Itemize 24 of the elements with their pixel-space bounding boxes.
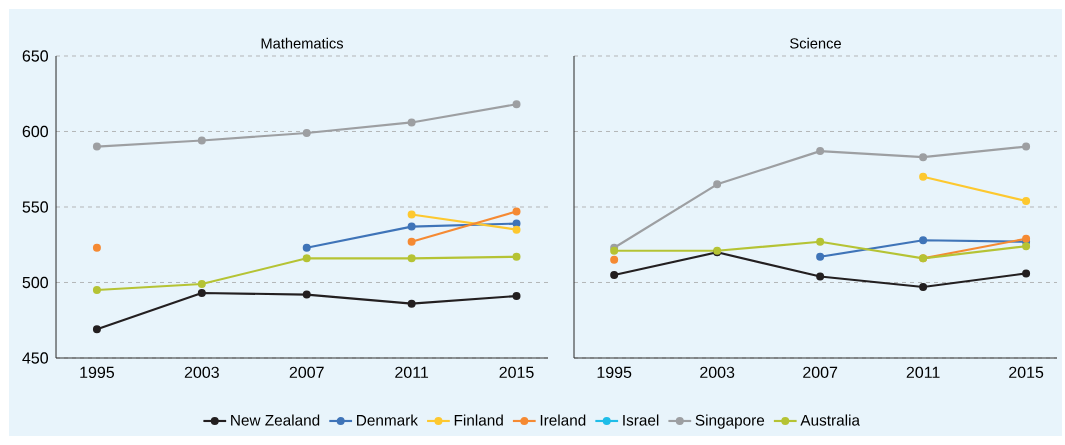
x-tick-label: 1995 — [80, 366, 115, 379]
legend-label: Finland — [454, 414, 503, 426]
chart-title: Science — [790, 37, 841, 49]
legend-label: Australia — [800, 414, 861, 426]
y-tick-label: 650 — [22, 50, 49, 62]
x-tick-label: 1995 — [597, 366, 632, 379]
x-tick-label: 2003 — [184, 366, 219, 379]
y-tick-label: 500 — [22, 276, 49, 289]
chart-title: Mathematics — [261, 37, 344, 49]
y-tick-label: 550 — [22, 201, 49, 213]
legend-label: Denmark — [357, 414, 418, 426]
legend-label: Ireland — [540, 414, 586, 426]
x-tick-label: 2011 — [395, 366, 429, 379]
x-tick-label: 2015 — [1009, 366, 1044, 379]
legend-label: New Zealand — [231, 414, 320, 426]
y-tick-label: 450 — [22, 352, 49, 364]
x-tick-label: 2007 — [289, 366, 324, 379]
legend-label: Singapore — [695, 414, 765, 429]
x-tick-label: 2007 — [803, 366, 838, 379]
x-tick-label: 2015 — [499, 366, 534, 379]
x-tick-label: 2003 — [700, 366, 735, 379]
x-tick-label: 2011 — [906, 366, 940, 379]
legend-label: Israel — [623, 414, 659, 426]
y-tick-label: 600 — [22, 125, 49, 138]
